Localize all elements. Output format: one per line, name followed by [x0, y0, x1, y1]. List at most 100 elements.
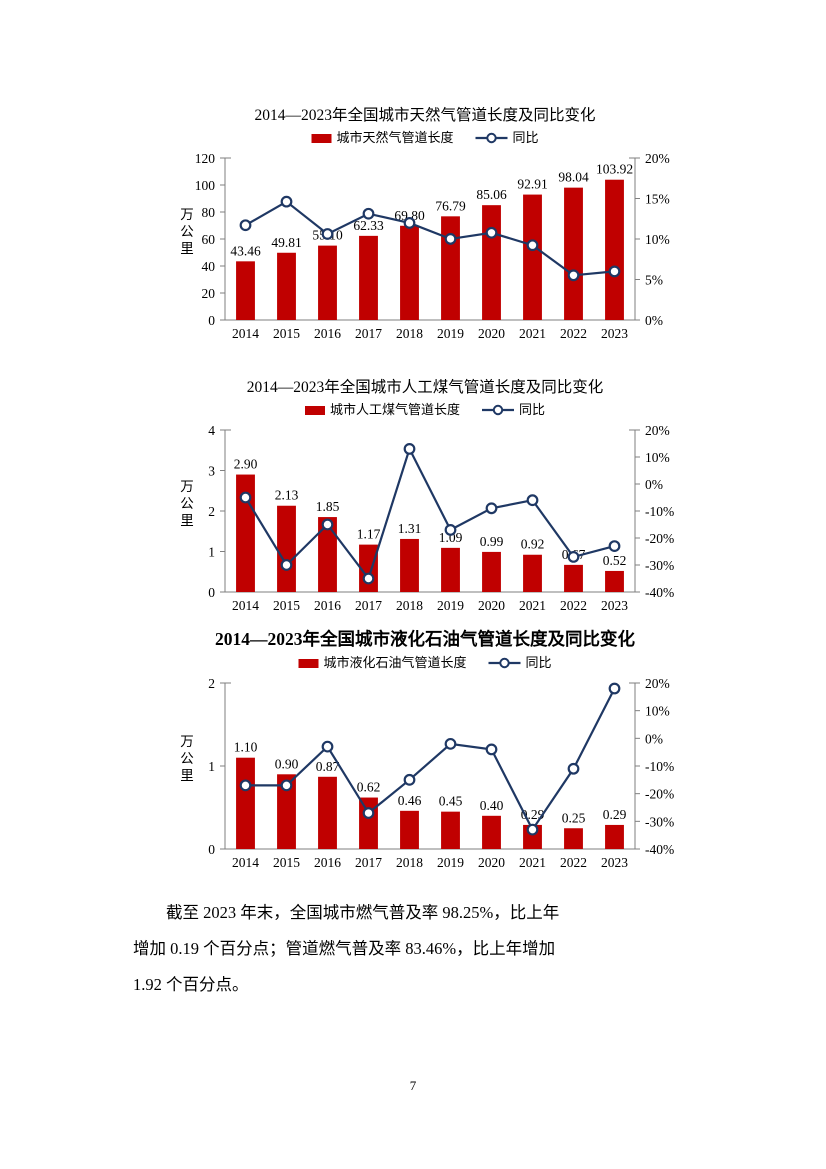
- svg-text:2018: 2018: [396, 326, 423, 341]
- svg-text:0.90: 0.90: [275, 756, 299, 771]
- svg-text:0.45: 0.45: [439, 794, 463, 809]
- svg-text:-10%: -10%: [645, 504, 674, 519]
- svg-text:2023: 2023: [601, 855, 628, 870]
- svg-text:里: 里: [180, 768, 194, 783]
- svg-text:0%: 0%: [645, 477, 663, 492]
- svg-text:同比: 同比: [513, 130, 539, 145]
- svg-text:85.06: 85.06: [476, 187, 507, 202]
- svg-text:2023: 2023: [601, 326, 628, 341]
- svg-text:城市人工煤气管道长度: 城市人工煤气管道长度: [330, 402, 460, 417]
- svg-text:公: 公: [180, 496, 194, 511]
- svg-text:里: 里: [180, 513, 194, 528]
- svg-text:0.99: 0.99: [480, 534, 504, 549]
- svg-text:2021: 2021: [519, 598, 546, 613]
- svg-text:城市天然气管道长度: 城市天然气管道长度: [337, 130, 454, 145]
- svg-text:同比: 同比: [519, 402, 545, 417]
- svg-text:20%: 20%: [645, 423, 670, 438]
- svg-text:0.40: 0.40: [480, 798, 504, 813]
- svg-text:-30%: -30%: [645, 558, 674, 573]
- svg-text:2014: 2014: [232, 855, 259, 870]
- svg-text:0.25: 0.25: [562, 810, 586, 825]
- svg-text:2017: 2017: [355, 598, 382, 613]
- svg-text:2022: 2022: [560, 326, 587, 341]
- svg-text:-30%: -30%: [645, 814, 674, 829]
- svg-text:98.04: 98.04: [558, 170, 589, 185]
- svg-text:万: 万: [180, 479, 194, 494]
- svg-text:2016: 2016: [314, 326, 341, 341]
- svg-text:2016: 2016: [314, 598, 341, 613]
- svg-text:2014—2023年全国城市天然气管道长度及同比变化: 2014—2023年全国城市天然气管道长度及同比变化: [254, 106, 595, 124]
- svg-text:2020: 2020: [478, 855, 505, 870]
- svg-text:20%: 20%: [645, 151, 670, 166]
- svg-text:2015: 2015: [273, 855, 300, 870]
- svg-text:2021: 2021: [519, 855, 546, 870]
- svg-text:2017: 2017: [355, 855, 382, 870]
- svg-text:1.17: 1.17: [357, 527, 381, 542]
- svg-text:2015: 2015: [273, 326, 300, 341]
- svg-text:76.79: 76.79: [435, 198, 466, 213]
- svg-text:2018: 2018: [396, 598, 423, 613]
- svg-text:20%: 20%: [645, 676, 670, 691]
- svg-text:同比: 同比: [526, 655, 552, 670]
- svg-text:-20%: -20%: [645, 787, 674, 802]
- svg-text:10%: 10%: [645, 704, 670, 719]
- svg-text:20: 20: [202, 286, 216, 301]
- svg-text:0%: 0%: [645, 313, 663, 328]
- svg-text:万: 万: [180, 734, 194, 749]
- svg-text:2023: 2023: [601, 598, 628, 613]
- svg-text:2: 2: [208, 504, 215, 519]
- svg-text:-20%: -20%: [645, 531, 674, 546]
- svg-text:0: 0: [208, 842, 215, 857]
- svg-text:2014: 2014: [232, 326, 259, 341]
- svg-text:2019: 2019: [437, 326, 464, 341]
- svg-text:0.52: 0.52: [603, 553, 627, 568]
- svg-text:2019: 2019: [437, 598, 464, 613]
- svg-text:0%: 0%: [645, 731, 663, 746]
- svg-text:10%: 10%: [645, 232, 670, 247]
- svg-text:2020: 2020: [478, 326, 505, 341]
- svg-text:2.90: 2.90: [234, 457, 258, 472]
- svg-text:里: 里: [180, 241, 194, 256]
- svg-text:0: 0: [208, 313, 215, 328]
- svg-text:城市液化石油气管道长度: 城市液化石油气管道长度: [324, 655, 467, 670]
- svg-text:60: 60: [202, 232, 216, 247]
- svg-text:40: 40: [202, 259, 216, 274]
- svg-text:2019: 2019: [437, 855, 464, 870]
- svg-text:103.92: 103.92: [596, 162, 633, 177]
- svg-text:2: 2: [208, 676, 215, 691]
- svg-text:公: 公: [180, 751, 194, 766]
- svg-text:1.10: 1.10: [234, 740, 258, 755]
- svg-text:49.81: 49.81: [271, 235, 301, 250]
- svg-text:2020: 2020: [478, 598, 505, 613]
- svg-text:4: 4: [208, 423, 215, 438]
- svg-text:-40%: -40%: [645, 585, 674, 600]
- svg-text:0.62: 0.62: [357, 780, 381, 795]
- svg-text:92.91: 92.91: [517, 177, 547, 192]
- svg-text:1.85: 1.85: [316, 499, 340, 514]
- svg-text:80: 80: [202, 205, 216, 220]
- svg-text:43.46: 43.46: [230, 243, 261, 258]
- svg-text:万: 万: [180, 207, 194, 222]
- svg-text:2018: 2018: [396, 855, 423, 870]
- svg-text:2022: 2022: [560, 855, 587, 870]
- svg-text:0.92: 0.92: [521, 537, 545, 552]
- svg-text:0.29: 0.29: [603, 807, 627, 822]
- svg-text:15%: 15%: [645, 192, 670, 207]
- svg-text:120: 120: [195, 151, 216, 166]
- svg-text:100: 100: [195, 178, 216, 193]
- svg-text:2014—2023年全国城市人工煤气管道长度及同比变化: 2014—2023年全国城市人工煤气管道长度及同比变化: [247, 378, 604, 396]
- svg-text:公: 公: [180, 224, 194, 239]
- svg-text:1: 1: [208, 545, 215, 560]
- svg-text:10%: 10%: [645, 450, 670, 465]
- svg-text:2021: 2021: [519, 326, 546, 341]
- svg-text:-10%: -10%: [645, 759, 674, 774]
- svg-text:2016: 2016: [314, 855, 341, 870]
- svg-text:0.46: 0.46: [398, 793, 422, 808]
- svg-text:2015: 2015: [273, 598, 300, 613]
- svg-text:2022: 2022: [560, 598, 587, 613]
- svg-text:3: 3: [208, 464, 215, 479]
- svg-text:2014: 2014: [232, 598, 259, 613]
- svg-text:2.13: 2.13: [275, 488, 299, 503]
- svg-text:2017: 2017: [355, 326, 382, 341]
- svg-text:5%: 5%: [645, 273, 663, 288]
